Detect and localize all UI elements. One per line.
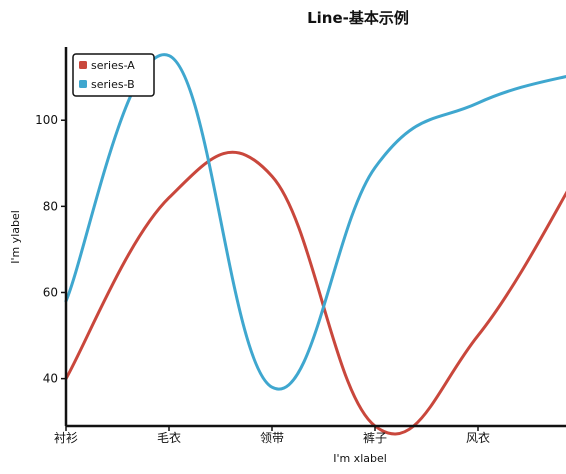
legend-entry: series-B: [91, 78, 135, 91]
x-tick-label: 领带: [260, 431, 284, 445]
series-line-series-a: [64, 150, 566, 436]
x-axis-ticks: 衬衫 毛衣 领带 裤子 风衣: [54, 426, 490, 445]
y-tick-label: 40: [43, 372, 58, 386]
legend: series-A series-B: [72, 53, 155, 97]
series-lines: [64, 53, 566, 436]
x-axis-label: I'm xlabel: [333, 452, 387, 465]
x-tick-label: 衬衫: [54, 431, 78, 445]
legend-entry: series-A: [91, 59, 135, 72]
y-axis-ticks: 40 60 80 100: [35, 113, 66, 386]
legend-box: [72, 53, 155, 97]
legend-swatch: [79, 80, 87, 88]
x-tick-label: 裤子: [363, 431, 387, 445]
y-tick-label: 100: [35, 113, 58, 127]
legend-swatch: [79, 61, 87, 69]
y-axis-label: I'm ylabel: [9, 210, 22, 264]
chart-title: Line-基本示例: [307, 9, 409, 27]
series-line-series-b: [64, 53, 566, 391]
x-tick-label: 毛衣: [157, 430, 181, 445]
y-tick-label: 80: [43, 199, 58, 213]
y-tick-label: 60: [43, 285, 58, 299]
x-tick-label: 风衣: [466, 430, 490, 445]
